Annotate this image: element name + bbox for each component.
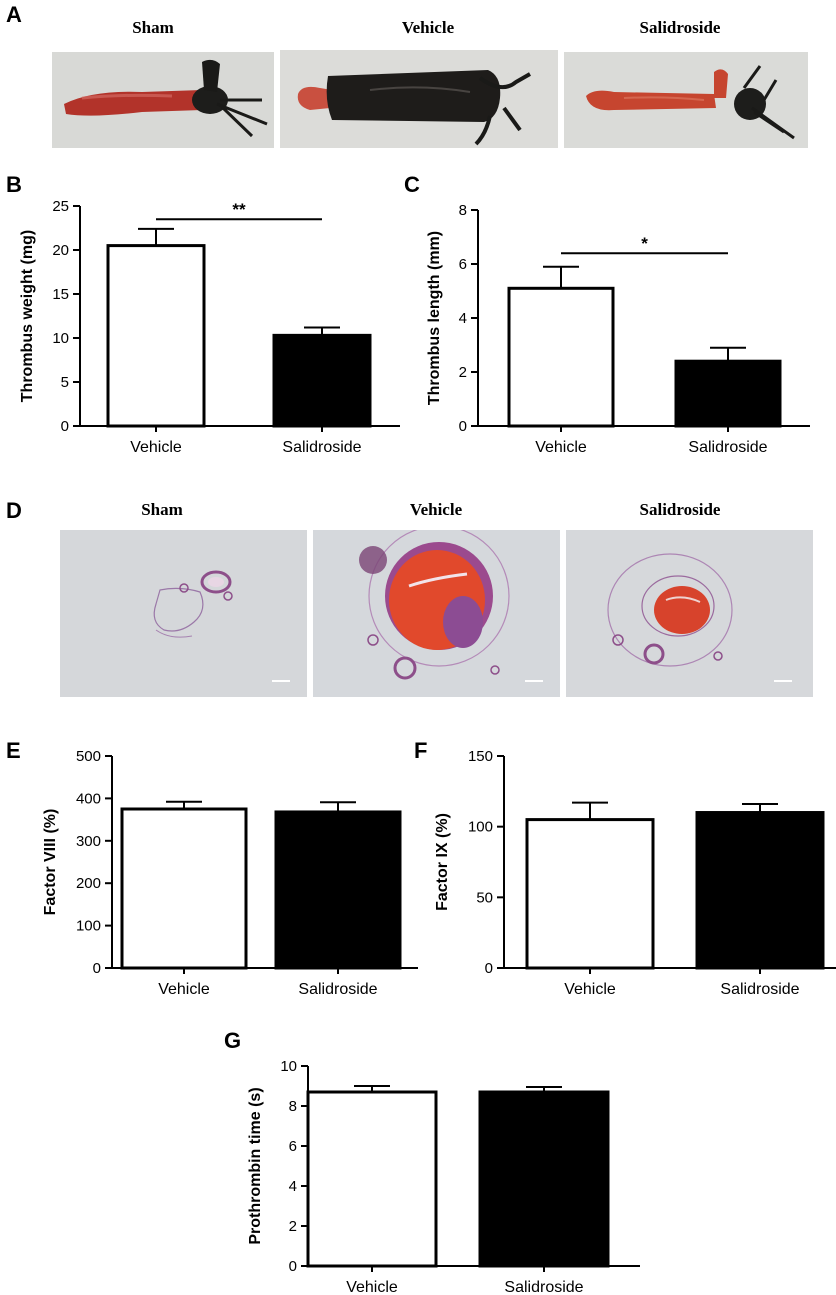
x-tick-label: Salidroside xyxy=(720,981,799,998)
bar-salidroside xyxy=(478,1090,610,1268)
x-tick-label: Vehicle xyxy=(535,439,587,456)
bar-salidroside xyxy=(274,810,402,970)
y-tick-label: 15 xyxy=(52,286,69,303)
bar-vehicle xyxy=(106,244,206,428)
significance-label: * xyxy=(641,234,648,253)
y-tick-label: 2 xyxy=(289,1218,297,1235)
y-tick-label: 0 xyxy=(289,1258,297,1275)
y-tick-label: 100 xyxy=(76,918,101,935)
y-tick-label: 20 xyxy=(52,242,69,259)
y-axis-label: Prothrombin time (s) xyxy=(247,1087,264,1244)
x-tick-label: Vehicle xyxy=(158,981,210,998)
photo-title-salidroside: Salidroside xyxy=(639,18,721,37)
thrombus-photo-vehicle xyxy=(280,50,558,148)
bar-salidroside xyxy=(674,359,782,428)
y-tick-label: 0 xyxy=(93,960,101,977)
bar-salidroside xyxy=(695,811,825,970)
photo-title-sham: Sham xyxy=(132,18,174,37)
histology-photo-vehicle xyxy=(313,530,560,697)
y-tick-label: 2 xyxy=(459,364,467,381)
panel-letter-e: E xyxy=(6,738,21,763)
x-tick-label: Salidroside xyxy=(688,439,767,456)
y-tick-label: 8 xyxy=(289,1098,297,1115)
histology-photo-sham xyxy=(60,530,307,697)
y-tick-label: 0 xyxy=(485,960,493,977)
x-tick-label: Vehicle xyxy=(130,439,182,456)
y-tick-label: 50 xyxy=(476,889,493,906)
y-tick-label: 5 xyxy=(61,374,69,391)
x-tick-label: Vehicle xyxy=(346,1279,398,1295)
bar-vehicle xyxy=(507,286,615,428)
y-tick-label: 6 xyxy=(289,1138,297,1155)
chart-factor-viii: 0 100 200 300 400 500 Factor VIII (%) Vehicle Sa… xyxy=(42,748,418,998)
y-tick-label: 10 xyxy=(52,330,69,347)
histology-title-salidroside: Salidroside xyxy=(639,500,721,519)
x-tick-label: Salidroside xyxy=(298,981,377,998)
y-tick-label: 6 xyxy=(459,256,467,273)
chart-prothrombin-time: 0 2 4 6 8 10 Prothrombin time (s) Vehicle Salidr… xyxy=(247,1058,640,1295)
y-tick-label: 4 xyxy=(289,1178,297,1195)
y-tick-label: 500 xyxy=(76,748,101,765)
y-axis-label: Factor VIII (%) xyxy=(42,809,59,916)
x-tick-label: Vehicle xyxy=(564,981,616,998)
y-tick-label: 300 xyxy=(76,833,101,850)
y-tick-label: 100 xyxy=(468,819,493,836)
bar-vehicle xyxy=(306,1090,438,1268)
bar-vehicle xyxy=(120,807,248,970)
y-axis-label: Thrombus length (mm) xyxy=(426,231,443,405)
panel-letter-d: D xyxy=(6,498,22,523)
chart-thrombus-length: 0 2 4 6 8 Thrombus length (mm) Vehicle Salidros… xyxy=(426,202,810,456)
chart-factor-ix: 0 50 100 150 Factor IX (%) Vehicle Salidroside xyxy=(434,748,836,998)
histology-title-vehicle: Vehicle xyxy=(409,500,463,519)
x-tick-label: Salidroside xyxy=(504,1279,583,1295)
photo-title-vehicle: Vehicle xyxy=(401,18,455,37)
panel-letter-f: F xyxy=(414,738,428,763)
y-axis-label: Factor IX (%) xyxy=(434,813,451,911)
thrombus-photo-sham xyxy=(52,52,274,148)
y-tick-label: 0 xyxy=(61,418,69,435)
bar-vehicle xyxy=(525,818,655,970)
y-tick-label: 4 xyxy=(459,310,467,327)
chart-thrombus-weight: 0 5 10 15 20 25 Thrombus weight (mg) Vehicle Sal… xyxy=(19,198,400,456)
bar-salidroside xyxy=(272,333,372,428)
y-tick-label: 400 xyxy=(76,790,101,807)
x-tick-label: Salidroside xyxy=(282,439,361,456)
y-tick-label: 8 xyxy=(459,202,467,219)
y-tick-label: 200 xyxy=(76,875,101,892)
panel-letter-a: A xyxy=(6,2,22,27)
y-tick-label: 150 xyxy=(468,748,493,765)
y-tick-label: 25 xyxy=(52,198,69,215)
y-tick-label: 0 xyxy=(459,418,467,435)
y-tick-label: 10 xyxy=(280,1058,297,1075)
histology-photo-salidroside xyxy=(566,530,813,697)
y-axis-label: Thrombus weight (mg) xyxy=(19,230,36,402)
thrombus-photo-salidroside xyxy=(564,52,808,148)
significance-label: ** xyxy=(232,200,246,219)
panel-letter-b: B xyxy=(6,172,22,197)
histology-title-sham: Sham xyxy=(141,500,183,519)
panel-letter-g: G xyxy=(224,1028,242,1053)
panel-letter-c: C xyxy=(404,172,420,197)
